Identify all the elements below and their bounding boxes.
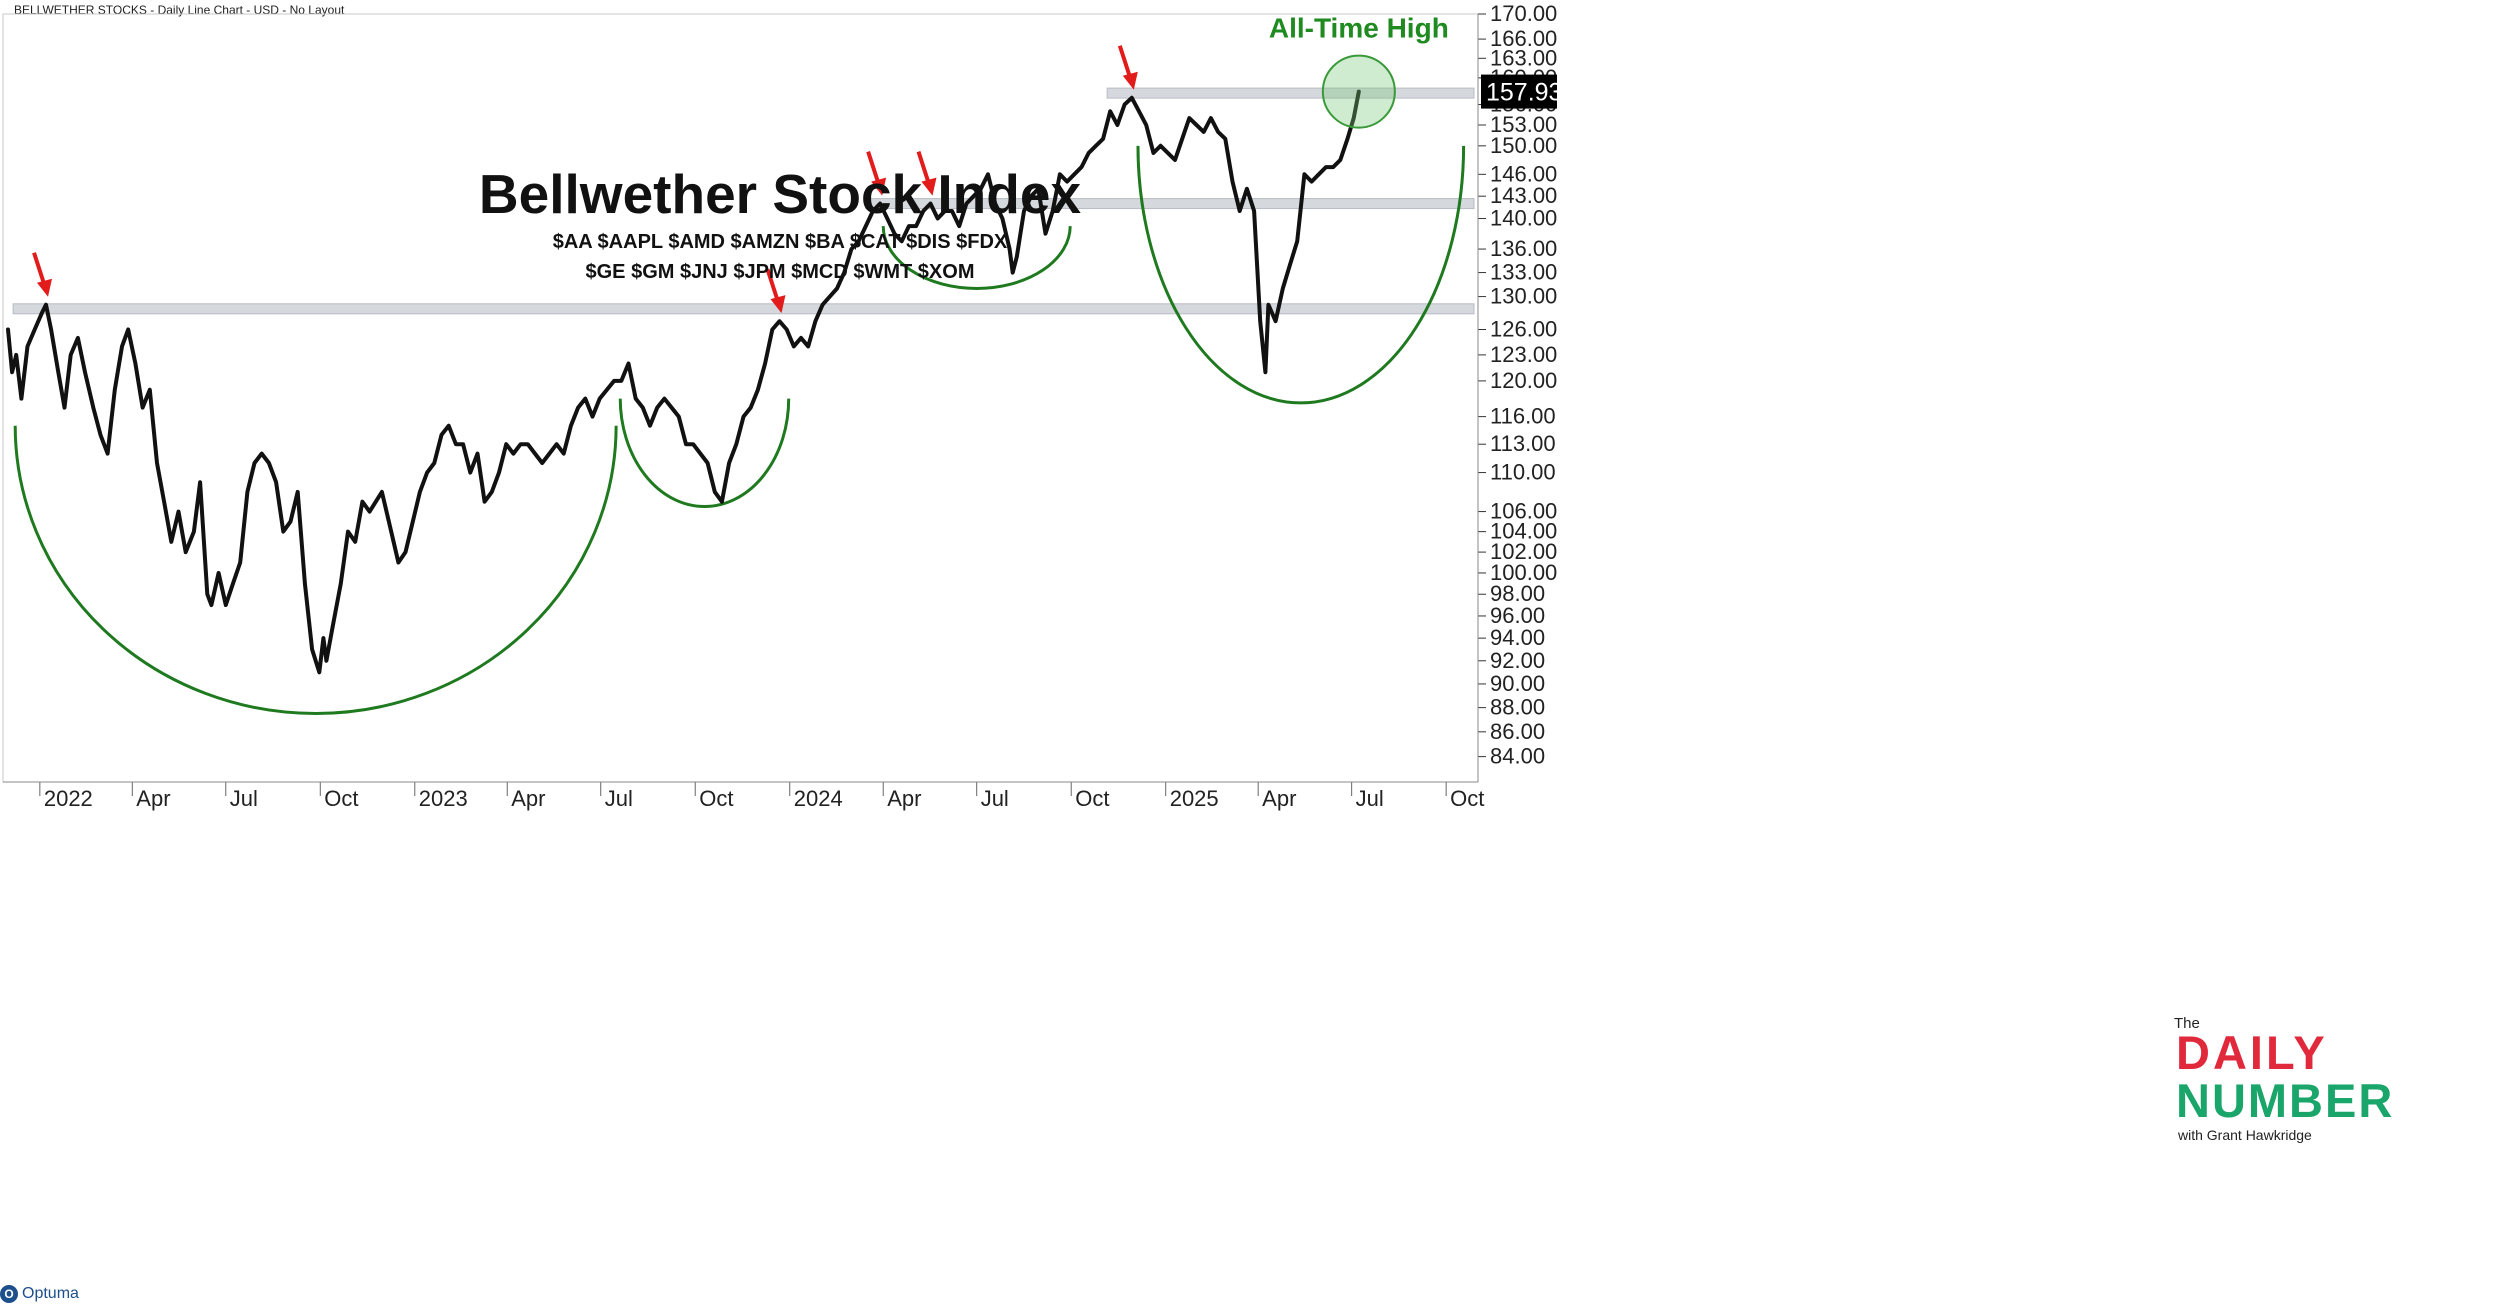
- y-tick-label: 130.00: [1490, 284, 1557, 309]
- optuma-logo-icon: O: [0, 1285, 18, 1303]
- cup-arc: [881, 226, 1072, 290]
- y-tick-label: 143.00: [1490, 183, 1557, 208]
- y-tick-label: 140.00: [1490, 206, 1557, 231]
- x-tick-label: 2025: [1170, 786, 1219, 811]
- y-tick-label: 133.00: [1490, 260, 1557, 285]
- ath-label: All-Time High: [1269, 13, 1449, 44]
- chart-subtitle-line: $GE $GM $JNJ $JPM $MCD $WMT $XOM: [586, 261, 975, 283]
- y-tick-label: 86.00: [1490, 719, 1545, 744]
- peak-arrow-shaft: [32, 252, 47, 288]
- logo-the: The: [2174, 1015, 2200, 1032]
- y-tick-label: 106.00: [1490, 499, 1557, 524]
- y-tick-label: 170.00: [1490, 1, 1557, 26]
- logo-daily: DAILY: [2176, 1026, 2328, 1079]
- y-tick-label: 96.00: [1490, 603, 1545, 628]
- x-tick-label: Jul: [605, 786, 633, 811]
- y-tick-label: 113.00: [1490, 431, 1556, 456]
- x-tick-label: Jul: [1356, 786, 1384, 811]
- y-tick-label: 116.00: [1490, 404, 1556, 429]
- x-tick-label: Oct: [324, 786, 358, 811]
- last-price-box: [1481, 74, 1557, 109]
- all-time-high-annotation: 157.93 All-Time High: [1269, 13, 1562, 129]
- y-tick-label: 146.00: [1490, 161, 1557, 186]
- cup-arc: [13, 425, 618, 715]
- x-tick-label: 2023: [419, 786, 468, 811]
- x-axis: 2022 Apr Jul Oct 2023 Apr Jul Oct 2024 Apr Jul Oct 2…: [3, 781, 1484, 811]
- price-line: [6, 89, 1361, 675]
- last-price-label: 157.93: [1486, 79, 1562, 107]
- peak-arrow: [32, 252, 53, 297]
- cup-arc: [1136, 145, 1466, 405]
- y-tick-label: 88.00: [1490, 695, 1545, 720]
- y-tick-label: 100.00: [1490, 560, 1557, 585]
- peak-arrow-shaft: [765, 268, 781, 304]
- x-tick-label: Jul: [981, 786, 1009, 811]
- peak-arrows: [32, 45, 1138, 314]
- optuma-brand[interactable]: O Optuma: [0, 1283, 79, 1305]
- peak-arrow: [916, 150, 937, 196]
- y-tick-label: 166.00: [1490, 26, 1557, 51]
- ath-circle: [1321, 54, 1396, 129]
- peak-arrow-shaft: [916, 150, 932, 187]
- x-tick-label: Jul: [230, 786, 258, 811]
- y-tick-label: 92.00: [1490, 648, 1545, 673]
- peak-arrow-head: [770, 295, 786, 314]
- x-tick-label: Oct: [1075, 786, 1109, 811]
- y-tick-label: 136.00: [1490, 236, 1557, 261]
- y-tick-label: 150.00: [1490, 133, 1557, 158]
- peak-arrow: [1117, 45, 1138, 90]
- y-tick-label: 126.00: [1490, 317, 1557, 342]
- resistance-band: [865, 198, 1475, 210]
- daily-number-logo: The DAILY NUMBER with Grant Hawkridge: [2170, 1015, 2410, 1145]
- plot-frame: [2, 13, 1479, 783]
- cup-arc: [618, 398, 791, 509]
- y-tick-label: 123.00: [1490, 342, 1557, 367]
- peak-arrow: [765, 268, 786, 314]
- y-tick-label: 153.00: [1490, 112, 1557, 137]
- chart-titles: Bellwether Stock Index $AA $AAPL $AMD $AM…: [479, 163, 1082, 283]
- x-tick-label: Apr: [887, 786, 921, 811]
- y-axis: 84.0086.0088.0090.0092.0094.0096.0098.00…: [2, 1, 1557, 783]
- resistance-levels: [12, 87, 1475, 315]
- bottom-arcs: [13, 145, 1466, 715]
- peak-arrow-head: [1122, 71, 1138, 90]
- peak-arrow-head: [37, 278, 53, 297]
- x-tick-label: 2022: [44, 786, 93, 811]
- x-tick-label: Oct: [699, 786, 733, 811]
- y-tick-label: 98.00: [1490, 581, 1545, 606]
- y-tick-label: 84.00: [1490, 744, 1545, 769]
- x-tick-label: 2024: [794, 786, 843, 811]
- resistance-band: [1106, 87, 1475, 99]
- x-tick-label: Apr: [1262, 786, 1296, 811]
- resistance-band: [12, 303, 1475, 315]
- logo-number: NUMBER: [2176, 1074, 2395, 1127]
- peak-arrow-shaft: [866, 150, 882, 187]
- x-tick-label: Apr: [511, 786, 545, 811]
- peak-arrow-head: [871, 177, 887, 196]
- logo-with: with Grant Hawkridge: [2178, 1127, 2312, 1143]
- chart-subtitle-line: $AA $AAPL $AMD $AMZN $BA $CAT $DIS $FDX: [553, 231, 1008, 253]
- y-tick-label: 110.00: [1490, 460, 1556, 485]
- y-tick-label: 163.00: [1490, 45, 1557, 70]
- x-tick-label: Oct: [1450, 786, 1484, 811]
- x-tick-label: Apr: [136, 786, 170, 811]
- y-tick-label: 120.00: [1490, 368, 1557, 393]
- y-tick-label: 90.00: [1490, 671, 1545, 696]
- peak-arrow-head: [921, 177, 937, 196]
- y-tick-label: 94.00: [1490, 625, 1545, 650]
- y-tick-label: 104.00: [1490, 519, 1557, 544]
- chart-title: Bellwether Stock Index: [479, 163, 1082, 225]
- brand-label: Optuma: [22, 1285, 79, 1302]
- peak-arrow: [866, 150, 887, 196]
- y-tick-label: 102.00: [1490, 539, 1557, 564]
- price-series: [6, 89, 1361, 675]
- peak-arrow-shaft: [1117, 45, 1133, 81]
